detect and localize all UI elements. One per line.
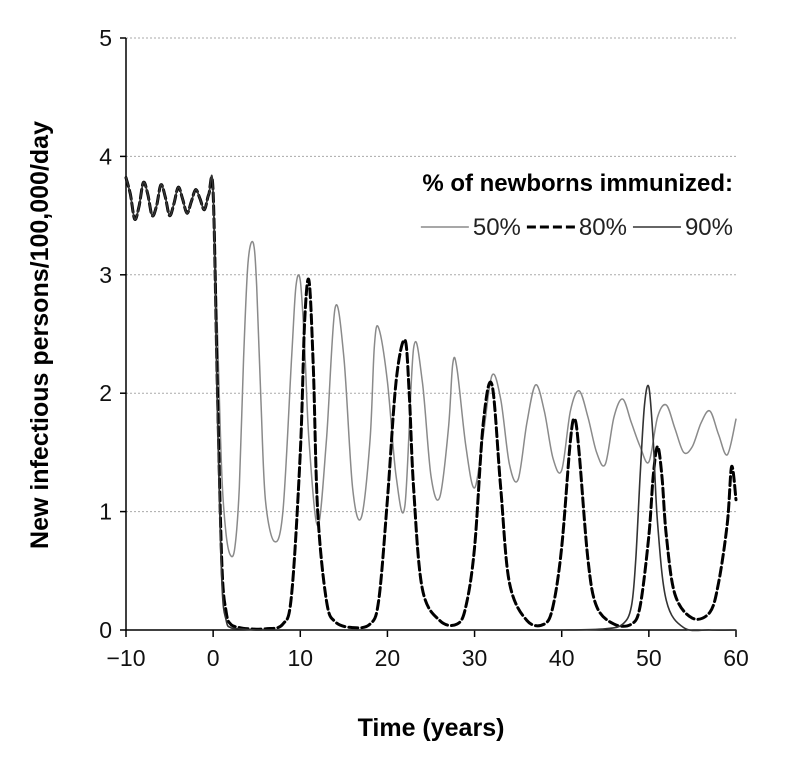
legend-label-80pct: 80% (579, 214, 627, 241)
legend-title: % of newborns immunized: (422, 170, 733, 197)
y-tick-label: 5 (99, 25, 112, 51)
x-tick-labels: −10 0 10 20 30 40 50 60 (106, 645, 748, 671)
y-tick-label: 0 (99, 617, 112, 643)
x-tick-label: 40 (549, 645, 575, 671)
y-axis-label: New infectious persons/100,000/day (26, 121, 54, 549)
x-tick-label: 10 (287, 645, 313, 671)
y-tick-label: 1 (99, 499, 112, 525)
legend: % of newborns immunized: 90% 80% 50% (420, 170, 733, 241)
x-tick-label: −10 (106, 645, 145, 671)
legend-label-50pct: 50% (473, 214, 521, 241)
y-tick-label: 3 (99, 262, 112, 288)
y-tick-labels: 0 1 2 3 4 5 (99, 25, 112, 643)
x-tick-label: 30 (462, 645, 488, 671)
series-lines (124, 174, 738, 632)
x-tick-label: 20 (375, 645, 401, 671)
y-tick-label: 4 (99, 143, 112, 169)
series-line-90pct (125, 174, 737, 632)
axes (120, 37, 737, 637)
y-tick-label: 2 (99, 380, 112, 406)
x-axis-label: Time (years) (358, 714, 505, 742)
x-tick-label: 50 (636, 645, 662, 671)
gridlines (126, 37, 736, 513)
x-tick-label: 0 (207, 645, 220, 671)
x-tick-label: 60 (723, 645, 749, 671)
legend-label-90pct: 90% (685, 214, 733, 241)
